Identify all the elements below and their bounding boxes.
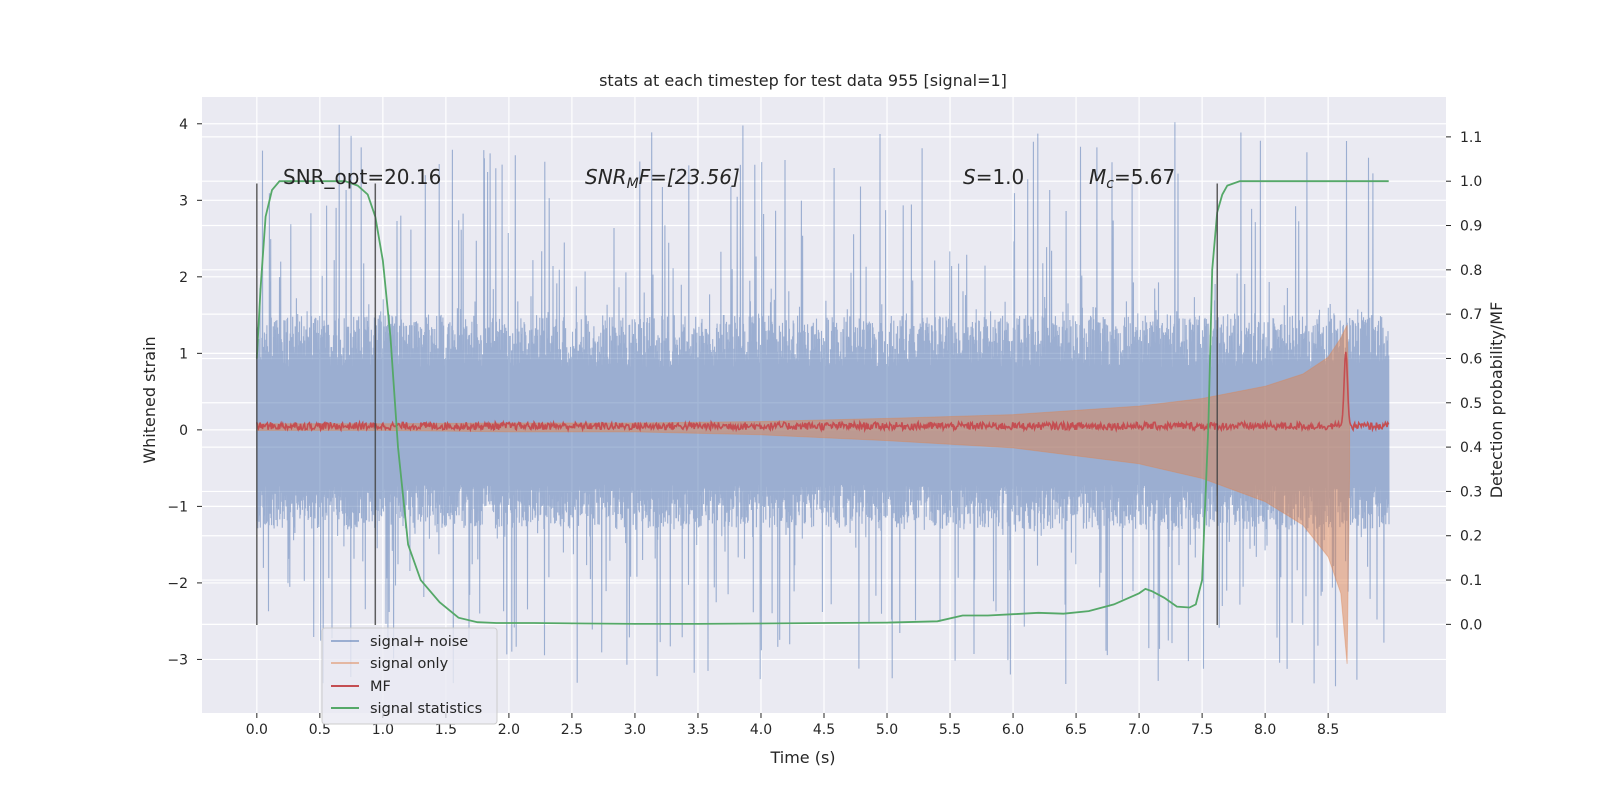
legend-label-signal-statistics: signal statistics bbox=[370, 701, 482, 717]
x-tick-label: 2.0 bbox=[498, 722, 520, 738]
series-mf bbox=[256, 351, 1390, 433]
x-tick-label: 6.5 bbox=[1065, 722, 1087, 738]
x-tick-label: 2.5 bbox=[561, 722, 583, 738]
y-right-tick-label: 0.5 bbox=[1460, 396, 1482, 412]
y-tick-label: 4 bbox=[179, 117, 188, 133]
y-tick-label: 2 bbox=[179, 270, 188, 286]
y-right-tick-label: 0.0 bbox=[1460, 617, 1482, 633]
y-tick-label: −3 bbox=[167, 652, 188, 668]
y-right-tick-label: 1.1 bbox=[1460, 130, 1482, 146]
y-right-tick-label: 0.9 bbox=[1460, 219, 1482, 235]
legend-label-signal-noise: signal+ noise bbox=[370, 634, 468, 650]
x-tick-label: 7.0 bbox=[1128, 722, 1150, 738]
vertical-markers bbox=[256, 183, 1218, 625]
series-signal-only bbox=[256, 324, 1351, 664]
legend-label-signal-only: signal only bbox=[370, 656, 449, 672]
axes: 0.0 0.5 1.0 1.5 2.0 2.5 3.0 3.5 4.0 4.5 5.0 5.5 6.0 6… bbox=[167, 117, 1482, 738]
annotation-snr-mf-value: F=[23.56] bbox=[639, 165, 740, 189]
x-tick-label: 1.5 bbox=[435, 722, 457, 738]
y-tick-label: 0 bbox=[179, 423, 188, 439]
series-layer bbox=[255, 122, 1390, 687]
x-tick-label: 3.0 bbox=[624, 722, 646, 738]
x-tick-label: 6.0 bbox=[1002, 722, 1024, 738]
annotation-mc: Mc=5.67 bbox=[1089, 165, 1175, 192]
y-right-tick-label: 0.8 bbox=[1460, 263, 1482, 279]
annotation-s-value: =1.0 bbox=[976, 165, 1025, 189]
chart-title: stats at each timestep for test data 955… bbox=[599, 71, 1007, 90]
annotation-snr-mf-sub: M bbox=[627, 176, 639, 192]
x-axis-label: Time (s) bbox=[769, 748, 835, 767]
y-right-tick-label: 0.1 bbox=[1460, 573, 1482, 589]
y-tick-label: −1 bbox=[167, 499, 188, 515]
x-tick-label: 7.5 bbox=[1191, 722, 1213, 738]
annotation-mc-label: M bbox=[1089, 165, 1106, 189]
x-tick-label: 5.0 bbox=[876, 722, 898, 738]
annotation-mc-sub: c bbox=[1106, 176, 1114, 192]
annotation-snr-opt: SNR_opt=20.16 bbox=[283, 165, 441, 189]
x-tick-label: 8.0 bbox=[1254, 722, 1276, 738]
annotation-snr-mf: SNRMF=[23.56] bbox=[585, 165, 740, 192]
y-right-tick-label: 0.6 bbox=[1460, 351, 1482, 367]
y-right-axis-label: Detection probability/MF bbox=[1487, 302, 1506, 499]
y-right-tick-label: 0.7 bbox=[1460, 307, 1482, 323]
series-signal-statistics bbox=[255, 180, 1389, 625]
x-tick-label: 1.0 bbox=[372, 722, 394, 738]
legend-label-mf: MF bbox=[370, 679, 391, 695]
x-tick-label: 0.5 bbox=[309, 722, 331, 738]
annotation-mc-value: =5.67 bbox=[1114, 165, 1175, 189]
x-tick-label: 8.5 bbox=[1317, 722, 1339, 738]
y-tick-label: −2 bbox=[167, 576, 188, 592]
annotation-snr-mf-label: SNR bbox=[585, 165, 627, 189]
x-tick-label: 3.5 bbox=[687, 722, 709, 738]
y-right-tick-label: 0.2 bbox=[1460, 529, 1482, 545]
legend-frame bbox=[321, 627, 498, 725]
annotation-s: S=1.0 bbox=[963, 165, 1024, 189]
x-tick-label: 4.0 bbox=[750, 722, 772, 738]
y-right-tick-label: 1.0 bbox=[1460, 174, 1482, 190]
y-right-tick-label: 0.4 bbox=[1460, 440, 1482, 456]
annotation-s-label: S bbox=[963, 165, 976, 189]
y-axis-label: Whitened strain bbox=[140, 336, 159, 463]
y-right-tick-label: 0.3 bbox=[1460, 484, 1482, 500]
legend: signal+ noise signal only MF signal stat… bbox=[321, 627, 498, 725]
x-tick-label: 5.5 bbox=[939, 722, 961, 738]
y-tick-label: 3 bbox=[179, 193, 188, 209]
y-tick-label: 1 bbox=[179, 346, 188, 362]
x-tick-label: 0.0 bbox=[246, 722, 268, 738]
x-tick-label: 4.5 bbox=[813, 722, 835, 738]
